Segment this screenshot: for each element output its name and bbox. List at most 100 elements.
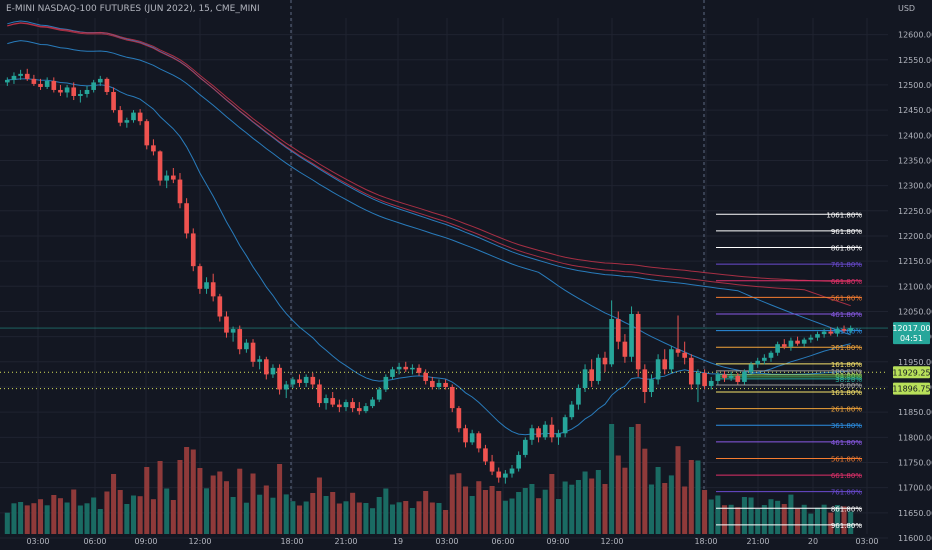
candle-body [97,78,103,83]
candle-body [682,352,687,358]
fib-level-label: 561.80% [831,455,862,463]
candle-body [237,329,243,350]
volume-bar [795,508,801,534]
volume-bar [635,424,641,534]
candle-body [529,428,535,440]
volume-bar [522,488,528,534]
candle-body [629,313,634,357]
fib-level-label: 38.20% [835,376,862,384]
y-tick-label: 12400.00 [898,131,932,140]
volume-bar [84,503,90,534]
y-tick-label: 12150.00 [898,257,932,266]
candle-body [303,376,309,383]
volume-bar [801,504,807,534]
candle-body [735,375,741,382]
dotted-levels [0,327,888,390]
candle-body [250,342,256,362]
volume-bar [257,494,263,534]
volume-bar [449,474,455,534]
x-tick-label: 03:00 [855,537,878,546]
candle-body [197,266,203,289]
volume-bar [57,498,63,534]
x-tick-label: 06:00 [83,537,106,546]
volume-bar [629,427,635,534]
volume-bar [91,497,97,534]
volume-bar [170,500,176,534]
volume-bar [648,484,654,534]
volume-bar [77,505,83,534]
candle-body [131,112,136,121]
y-tick-label: 12200.00 [898,232,932,241]
volume-bar [164,488,170,534]
volume-bar [363,503,369,534]
candle-body [403,366,409,370]
volume-bar [350,492,356,534]
moving-average-line [7,40,851,375]
volume-bar [708,499,714,534]
fib-level-label: 100.00% [831,368,862,376]
volume-bar [97,509,103,534]
y-tick-label: 11650.00 [898,509,932,518]
candle-body [290,379,296,385]
candle-body [144,121,150,146]
x-tick-label: 18:00 [280,537,303,546]
volume-bar [416,501,422,534]
candle-body [742,371,747,382]
volume-bar [489,486,495,534]
candle-body [124,120,130,123]
candle-body [429,380,435,387]
volume-bar [741,497,747,534]
candle-body [277,367,282,390]
y-tick-label: 12500.00 [898,81,932,90]
volume-bar [695,460,701,534]
volume-bar [675,446,681,534]
volume-bar [51,495,57,534]
volume-bar [429,502,435,534]
fib-level-label: 261.80% [831,406,862,414]
volume-bar [403,501,409,534]
moving-average-line [7,22,851,283]
volume-bar [150,499,156,534]
fib-level-label: 761.80% [831,489,862,497]
volume-bar [157,461,163,534]
candle-body [323,398,329,404]
candle-body [58,89,63,93]
x-tick-label: 09:00 [134,537,157,546]
candle-body [542,424,548,438]
candle-body [688,357,694,385]
candle-body [230,329,236,333]
candle-body [748,364,754,372]
volume-bar [124,504,130,534]
volume-bar [204,488,210,534]
price-badge [893,382,930,395]
candle-body [503,473,508,478]
candle-body [44,80,50,87]
volume-bars [4,424,854,534]
fib-level-label: 461.80% [831,311,862,319]
candle-body [463,428,468,443]
candle-body [350,402,355,409]
volume-bar [715,495,721,534]
candle-body [210,282,216,297]
volume-bar [476,481,482,534]
candle-body [589,369,595,381]
volume-bar [18,502,24,534]
volume-bar [582,471,588,534]
volume-bar [702,490,708,534]
volume-bar [376,497,382,534]
x-tick-label: 21:00 [334,537,357,546]
volume-bar [755,509,761,534]
volume-bar [761,505,767,534]
volume-bar [828,512,834,534]
volume-bar [277,464,283,534]
candle-body [343,402,349,408]
volume-bar [589,478,595,534]
candle-body [297,379,302,383]
candle-body [516,454,521,469]
candle-body [536,428,541,438]
candle-body [835,329,840,334]
candle-body [84,89,90,94]
candle-body [762,357,767,361]
x-tick-label: 18:00 [694,537,717,546]
